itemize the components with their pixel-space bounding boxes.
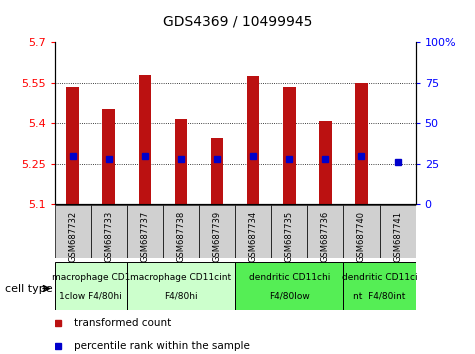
Text: GSM687737: GSM687737: [141, 211, 149, 262]
Text: GSM687732: GSM687732: [68, 211, 77, 262]
Bar: [103, 109, 115, 204]
Bar: [211, 138, 223, 204]
Text: dendritic CD11ci: dendritic CD11ci: [342, 273, 418, 282]
Bar: [66, 87, 79, 204]
FancyBboxPatch shape: [235, 262, 343, 310]
Text: GSM687740: GSM687740: [357, 211, 366, 262]
Bar: [355, 83, 368, 204]
FancyBboxPatch shape: [199, 205, 235, 258]
FancyBboxPatch shape: [163, 205, 199, 258]
Bar: [139, 75, 151, 204]
FancyBboxPatch shape: [55, 205, 91, 258]
Text: F4/80low: F4/80low: [269, 292, 310, 301]
FancyBboxPatch shape: [307, 205, 343, 258]
Text: F4/80hi: F4/80hi: [164, 292, 198, 301]
Text: GSM687735: GSM687735: [285, 211, 294, 262]
FancyBboxPatch shape: [235, 205, 271, 258]
Bar: [247, 76, 259, 204]
FancyBboxPatch shape: [343, 205, 380, 258]
Text: GSM687733: GSM687733: [104, 211, 113, 262]
FancyBboxPatch shape: [127, 205, 163, 258]
Bar: [175, 119, 187, 204]
Text: dendritic CD11chi: dendritic CD11chi: [248, 273, 330, 282]
Text: percentile rank within the sample: percentile rank within the sample: [75, 341, 250, 350]
Text: macrophage CD1: macrophage CD1: [51, 273, 130, 282]
FancyBboxPatch shape: [127, 262, 235, 310]
Text: GSM687739: GSM687739: [213, 211, 221, 262]
Text: GSM687741: GSM687741: [393, 211, 402, 262]
FancyBboxPatch shape: [55, 262, 127, 310]
Text: nt  F4/80int: nt F4/80int: [353, 292, 406, 301]
FancyBboxPatch shape: [271, 205, 307, 258]
Text: GSM687734: GSM687734: [249, 211, 257, 262]
Text: macrophage CD11cint: macrophage CD11cint: [131, 273, 231, 282]
Bar: [319, 121, 332, 204]
Text: cell type: cell type: [5, 284, 52, 293]
Text: transformed count: transformed count: [75, 318, 172, 329]
FancyBboxPatch shape: [343, 262, 416, 310]
Bar: [283, 87, 295, 204]
FancyBboxPatch shape: [91, 205, 127, 258]
Text: GSM687736: GSM687736: [321, 211, 330, 262]
Text: GDS4369 / 10499945: GDS4369 / 10499945: [163, 14, 312, 28]
FancyBboxPatch shape: [380, 205, 416, 258]
Text: GSM687738: GSM687738: [177, 211, 185, 262]
Text: 1clow F4/80hi: 1clow F4/80hi: [59, 292, 122, 301]
